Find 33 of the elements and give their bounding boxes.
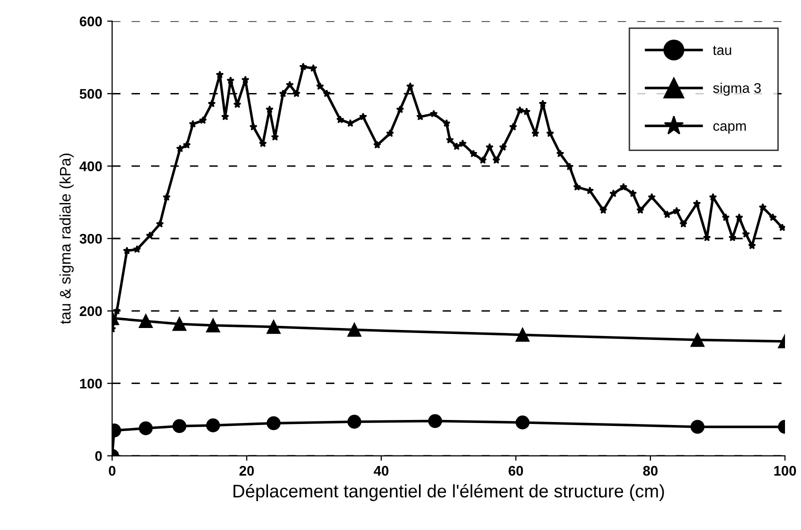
x-tick-label: 100 (774, 466, 796, 476)
x-tick-label: 0 (108, 466, 116, 476)
x-tick-label: 60 (508, 466, 523, 476)
y-tick-label: 100 (80, 378, 102, 389)
point (172, 317, 186, 331)
x-tick-label: 80 (643, 466, 658, 476)
point (428, 414, 442, 428)
point (138, 314, 153, 328)
x-tick-label: 40 (374, 466, 388, 476)
x-axis-title: Déplacement tangentiel de l'élément de structure (cm) (234, 484, 664, 502)
legend-label: capm (713, 123, 746, 134)
point (206, 318, 220, 332)
legend-label: tau (712, 46, 732, 56)
point (266, 320, 281, 334)
point (690, 420, 704, 434)
point (206, 418, 220, 432)
x-tick-label: 20 (239, 466, 254, 476)
point (516, 416, 530, 430)
point (347, 322, 362, 337)
point (347, 414, 362, 429)
point (172, 419, 186, 434)
y-tick-label: 0 (95, 451, 102, 461)
point (516, 328, 530, 342)
legend-label: sigma 3 (713, 82, 761, 96)
y-tick-label: 400 (79, 161, 102, 172)
point (266, 416, 281, 430)
y-axis-title: tau & sigma radiale (kPa) (59, 154, 74, 324)
y-tick-label: 600 (80, 16, 102, 26)
y-tick-label: 200 (80, 306, 102, 316)
y-tick-label: 500 (80, 88, 102, 99)
point (690, 332, 704, 347)
y-tick-label: 300 (80, 234, 102, 244)
point (138, 421, 153, 436)
